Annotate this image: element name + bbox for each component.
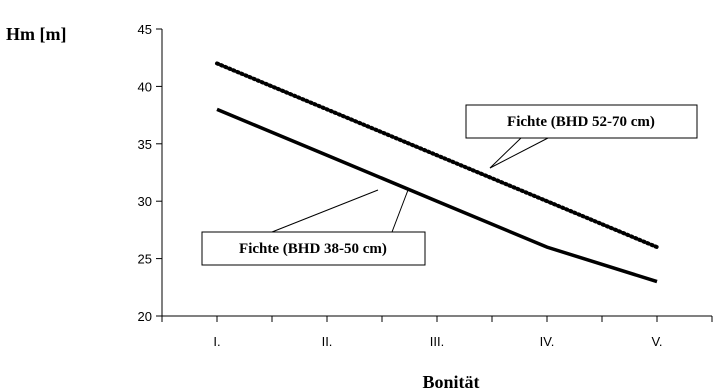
callout-label-fichte-38-50: Fichte (BHD 38-50 cm) xyxy=(239,241,387,257)
series-line-fichte-52-70 xyxy=(215,61,659,250)
y-tick-label: 40 xyxy=(138,79,152,94)
y-axis-label: Hm [m] xyxy=(6,24,66,44)
x-tick-label: IV. xyxy=(540,334,555,349)
callout-leader-fichte-38-50 xyxy=(271,189,379,233)
y-tick-label: 20 xyxy=(138,309,152,324)
y-tick-label: 35 xyxy=(138,137,152,152)
y-ticks: 20 25 30 35 40 45 xyxy=(138,22,162,324)
x-tick-label: I. xyxy=(213,334,220,349)
y-tick-label: 30 xyxy=(138,194,152,209)
x-tick-label: II. xyxy=(322,334,333,349)
callout-box-fichte-38-50 xyxy=(201,231,426,266)
callout-leader-fichte-52-70 xyxy=(489,137,522,169)
callout-label-fichte-52-70: Fichte (BHD 52-70 cm) xyxy=(507,114,655,130)
series-line-fichte-38-50 xyxy=(216,107,658,284)
x-ticks: I. II. III. IV. V. xyxy=(161,316,713,349)
callout-leader-fichte-38-50-b xyxy=(391,189,409,233)
callout-leader-fichte-52-70-b xyxy=(489,137,549,169)
x-tick-label: V. xyxy=(651,334,662,349)
x-axis-label: Bonität xyxy=(422,372,479,392)
callout-box-fichte-52-70 xyxy=(465,104,698,139)
x-tick-label: III. xyxy=(430,334,444,349)
y-tick-label: 25 xyxy=(138,252,152,267)
y-tick-label: 45 xyxy=(138,22,152,37)
